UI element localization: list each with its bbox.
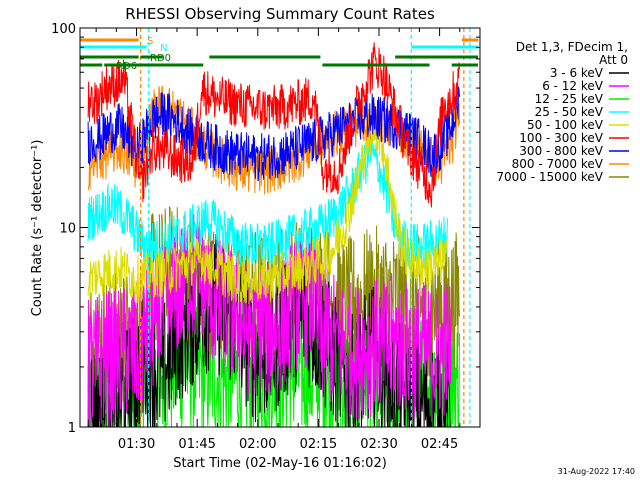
series-line-50-100-kev [87,107,448,304]
series-line-300-800-kev [87,85,460,181]
y-tick-label: 1 [68,421,76,436]
data-gap-markers [140,28,471,427]
x-tick-label: 02:15 [300,437,337,452]
legend-header-line-1: Det 1,3, FDecim 1, [516,40,628,54]
legend-entry-label: 25 - 50 keV [535,105,604,119]
flag-label-s: S [147,36,153,47]
legend-entry-label: 100 - 300 keV [519,131,603,145]
y-tick-label: 100 [51,22,76,37]
series-line-25-50-kev [87,135,448,269]
x-tick-label: 01:30 [118,437,155,452]
legend-entry-label: 800 - 7000 keV [512,157,604,171]
legend-entry-label: 3 - 6 keV [550,66,604,80]
x-tick-label: 02:30 [360,437,397,452]
x-tick-label: 02:00 [239,437,276,452]
axis-layer: 1 10 100 01:30 01:45 02:00 02:15 02:30 02:45 [51,22,481,452]
x-tick-label: 01:45 [178,437,215,452]
legend-entry-label: 6 - 12 keV [542,79,604,93]
legend-entry-label: 12 - 25 keV [535,92,604,106]
series-line-100-300-kev [87,42,460,208]
y-tick-label: 10 [59,222,76,237]
flag-label-rd0: RD0 [150,53,171,64]
series-line-7000-15000-kev [87,206,460,415]
legend-header-line-2: Att 0 [599,53,628,67]
x-axis-label: Start Time (02-May-16 01:16:02) [173,456,387,471]
footer-timestamp: 31-Aug-2022 17:40 [558,467,635,476]
flag-label-rd6: RD6 [116,61,137,72]
x-tick-label: 02:45 [421,437,458,452]
legend-entry-label: 300 - 800 keV [519,144,603,158]
legend-entry-label: 50 - 100 keV [527,118,604,132]
legend-entry-label: 7000 - 15000 keV [496,170,603,184]
chart-title: RHESSI Observing Summary Count Rates [125,5,435,23]
flag-label-n: N [160,43,167,54]
y-axis-label: Count Rate (s⁻¹ detector⁻¹) [30,140,45,317]
